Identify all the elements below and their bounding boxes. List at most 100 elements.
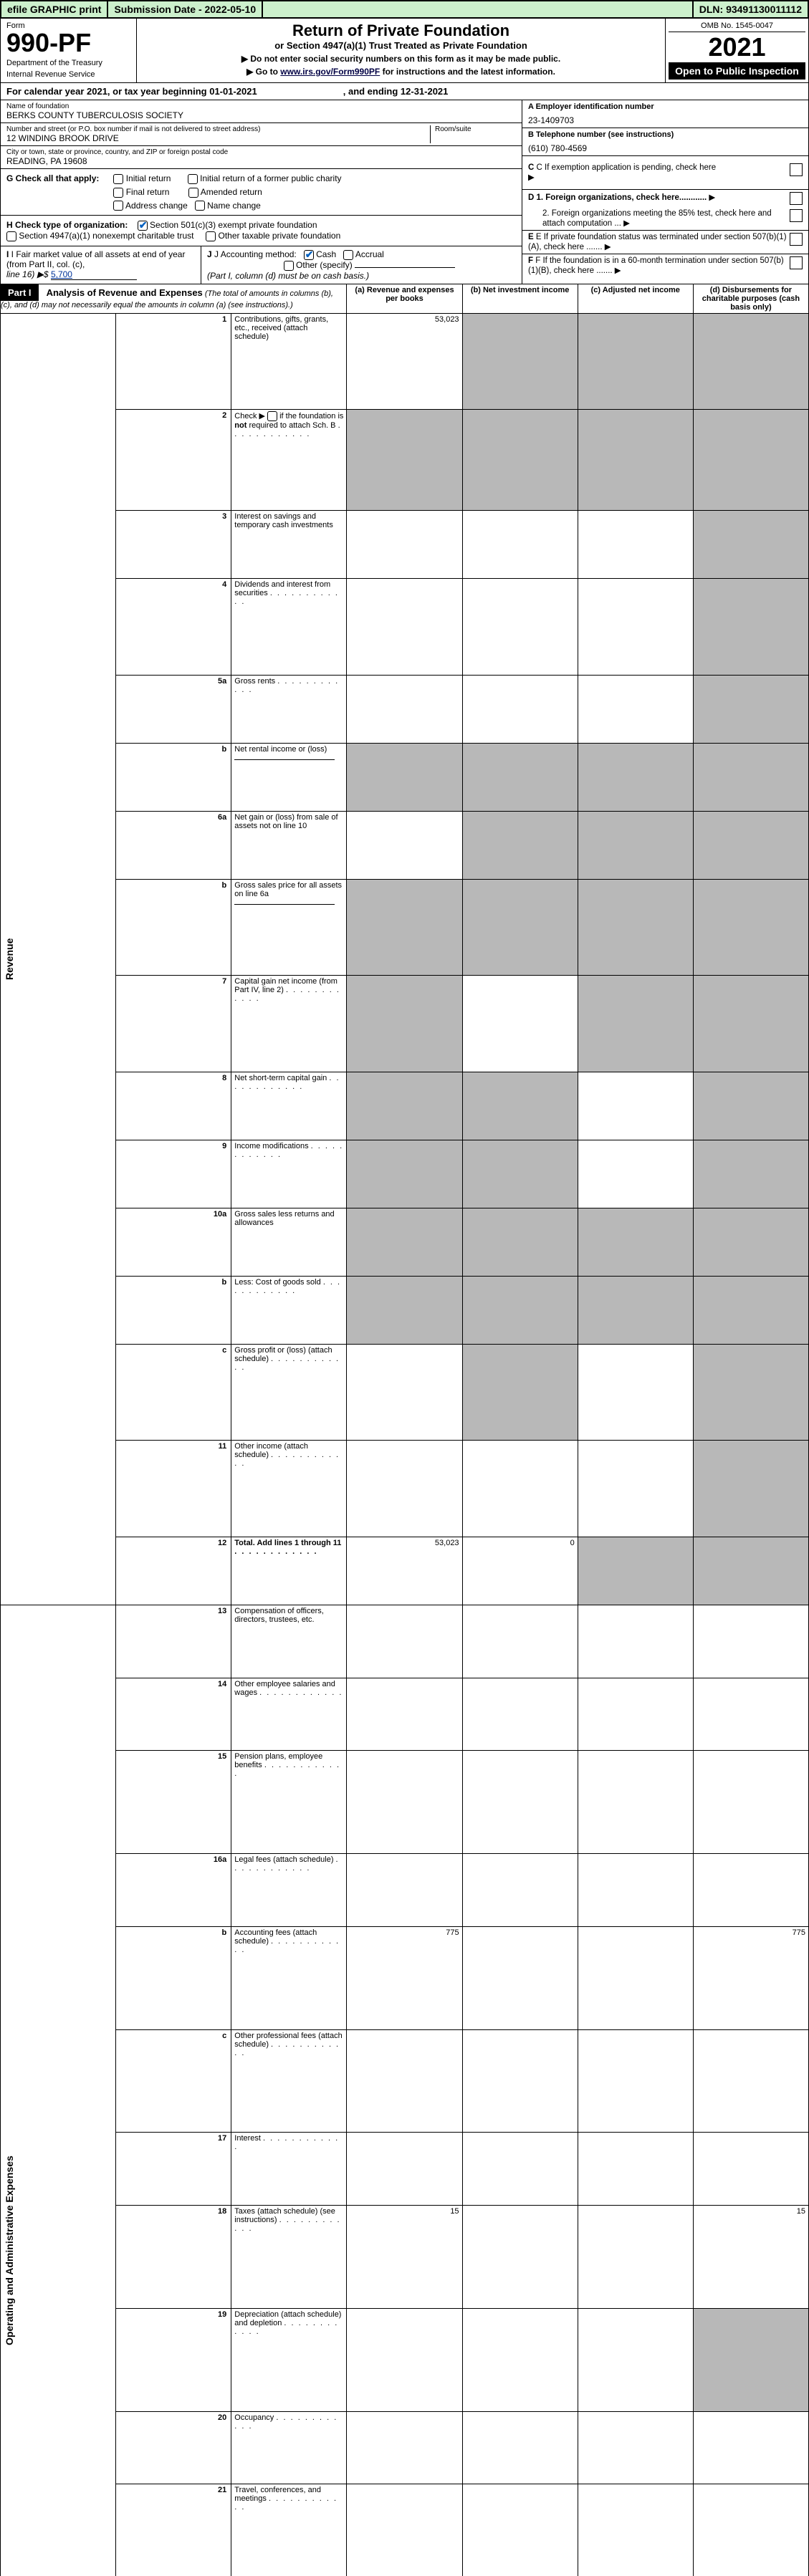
tax-year: 2021 bbox=[669, 32, 805, 62]
section-e: E E If private foundation status was ter… bbox=[522, 231, 808, 254]
g-label: G Check all that apply: bbox=[6, 173, 99, 211]
room-label: Room/suite bbox=[435, 125, 516, 133]
row-1: Revenue1Contributions, gifts, grants, et… bbox=[1, 313, 809, 409]
row-12: 12Total. Add lines 1 through 11 53,0230 bbox=[1, 1537, 809, 1605]
exemption-pending-check[interactable] bbox=[790, 163, 803, 176]
row-5a: 5aGross rents bbox=[1, 675, 809, 743]
row-10b: bLess: Cost of goods sold bbox=[1, 1276, 809, 1344]
row-10c: cGross profit or (loss) (attach schedule… bbox=[1, 1344, 809, 1440]
street-address: 12 WINDING BROOK DRIVE bbox=[6, 133, 430, 143]
h-label: H Check type of organization: bbox=[6, 220, 128, 230]
status-terminated-check[interactable] bbox=[790, 233, 803, 246]
top-bar: efile GRAPHIC print Submission Date - 20… bbox=[0, 0, 809, 19]
row-19: 19Depreciation (attach schedule) and dep… bbox=[1, 2308, 809, 2411]
section-d2: 2. Foreign organizations meeting the 85%… bbox=[522, 207, 808, 231]
form-number: 990-PF bbox=[6, 30, 130, 56]
entity-left: Name of foundation BERKS COUNTY TUBERCUL… bbox=[1, 100, 522, 284]
submission-date: Submission Date - 2022-05-10 bbox=[108, 1, 263, 17]
city-field: City or town, state or province, country… bbox=[1, 146, 522, 169]
omb-number: OMB No. 1545-0047 bbox=[669, 21, 805, 32]
foundation-name-field: Name of foundation BERKS COUNTY TUBERCUL… bbox=[1, 100, 522, 123]
60-month-check[interactable] bbox=[790, 256, 803, 269]
accrual-check[interactable] bbox=[343, 250, 353, 260]
row-2: 2Check ▶ if the foundation is not requir… bbox=[1, 410, 809, 511]
entity-section: Name of foundation BERKS COUNTY TUBERCUL… bbox=[0, 100, 809, 284]
expenses-label: Operating and Administrative Expenses bbox=[4, 1607, 15, 2576]
part1-header-row: Part I Analysis of Revenue and Expenses … bbox=[1, 284, 809, 313]
dept-treasury: Department of the Treasury bbox=[6, 59, 130, 67]
entity-right: A Employer identification number 23-1409… bbox=[522, 100, 808, 284]
part1-title: Analysis of Revenue and Expenses bbox=[41, 287, 203, 298]
row-16a: 16aLegal fees (attach schedule) bbox=[1, 1854, 809, 1927]
cal-begin: For calendar year 2021, or tax year begi… bbox=[6, 86, 257, 97]
other-method-check[interactable] bbox=[284, 261, 294, 271]
foundation-name: BERKS COUNTY TUBERCULOSIS SOCIETY bbox=[6, 110, 516, 120]
dln: DLN: 93491130011112 bbox=[692, 1, 808, 17]
phone-field: B Telephone number (see instructions) (6… bbox=[522, 128, 808, 156]
fmv-value[interactable]: 5,700 bbox=[51, 269, 137, 280]
row-9: 9Income modifications bbox=[1, 1140, 809, 1208]
row-17: 17Interest bbox=[1, 2133, 809, 2206]
col-a-header: (a) Revenue and expenses per books bbox=[347, 284, 462, 313]
cal-end: , and ending 12-31-2021 bbox=[343, 86, 449, 97]
section-f: F F If the foundation is in a 60-month t… bbox=[522, 254, 808, 277]
section-i-j: I I Fair market value of all assets at e… bbox=[1, 246, 522, 284]
form-title: Return of Private Foundation bbox=[140, 21, 662, 40]
part1-label: Part I bbox=[1, 284, 39, 301]
section-d1: D 1. Foreign organizations, check here..… bbox=[522, 190, 808, 207]
row-8: 8Net short-term capital gain bbox=[1, 1072, 809, 1140]
section-h: H Check type of organization: Section 50… bbox=[1, 216, 522, 246]
ssn-note: ▶ Do not enter social security numbers o… bbox=[140, 54, 662, 64]
col-c-header: (c) Adjusted net income bbox=[578, 284, 693, 313]
city-state-zip: READING, PA 19608 bbox=[6, 156, 516, 166]
section-g: G Check all that apply: Initial return I… bbox=[1, 169, 522, 216]
col-b-header: (b) Net investment income bbox=[462, 284, 578, 313]
form-subtitle: or Section 4947(a)(1) Trust Treated as P… bbox=[140, 40, 662, 51]
row-16c: cOther professional fees (attach schedul… bbox=[1, 2029, 809, 2133]
form-header: Form 990-PF Department of the Treasury I… bbox=[0, 19, 809, 83]
row-6a: 6aNet gain or (loss) from sale of assets… bbox=[1, 811, 809, 879]
header-right: OMB No. 1545-0047 2021 Open to Public In… bbox=[665, 19, 808, 82]
501c3-check[interactable] bbox=[138, 221, 148, 231]
row-13: Operating and Administrative Expenses13C… bbox=[1, 1605, 809, 1678]
schb-check[interactable] bbox=[267, 411, 277, 421]
row-7: 7Capital gain net income (from Part IV, … bbox=[1, 976, 809, 1072]
cash-check[interactable] bbox=[304, 250, 314, 260]
foreign-org-check[interactable] bbox=[790, 192, 803, 205]
other-taxable-check[interactable] bbox=[206, 231, 216, 241]
address-field: Number and street (or P.O. box number if… bbox=[1, 123, 522, 146]
efile-label: efile GRAPHIC print bbox=[1, 1, 108, 17]
form990pf-link[interactable]: www.irs.gov/Form990PF bbox=[280, 67, 380, 77]
irs-label: Internal Revenue Service bbox=[6, 70, 130, 79]
ein-value: 23-1409703 bbox=[528, 111, 803, 125]
row-6b: bGross sales price for all assets on lin… bbox=[1, 879, 809, 975]
phone-value: (610) 780-4569 bbox=[528, 139, 803, 153]
initial-former-check[interactable] bbox=[188, 174, 198, 184]
row-10a: 10aGross sales less returns and allowanc… bbox=[1, 1208, 809, 1276]
name-change-check[interactable] bbox=[195, 201, 205, 211]
row-11: 11Other income (attach schedule) bbox=[1, 1441, 809, 1537]
row-20: 20Occupancy bbox=[1, 2411, 809, 2484]
row-21: 21Travel, conferences, and meetings bbox=[1, 2484, 809, 2576]
row-15: 15Pension plans, employee benefits bbox=[1, 1751, 809, 1854]
open-public: Open to Public Inspection bbox=[669, 62, 805, 80]
4947-check[interactable] bbox=[6, 231, 16, 241]
header-center: Return of Private Foundation or Section … bbox=[137, 19, 665, 82]
address-change-check[interactable] bbox=[113, 201, 123, 211]
foreign-85-check[interactable] bbox=[790, 209, 803, 222]
row-5b: bNet rental income or (loss) bbox=[1, 743, 809, 811]
analysis-table: Part I Analysis of Revenue and Expenses … bbox=[0, 284, 809, 2576]
initial-return-check[interactable] bbox=[113, 174, 123, 184]
amended-check[interactable] bbox=[188, 188, 198, 198]
revenue-label: Revenue bbox=[4, 315, 15, 1603]
row-18: 18Taxes (attach schedule) (see instructi… bbox=[1, 2206, 809, 2309]
calendar-year-row: For calendar year 2021, or tax year begi… bbox=[0, 83, 809, 100]
final-return-check[interactable] bbox=[113, 188, 123, 198]
header-left: Form 990-PF Department of the Treasury I… bbox=[1, 19, 137, 82]
row-4: 4Dividends and interest from securities bbox=[1, 579, 809, 675]
row-3: 3Interest on savings and temporary cash … bbox=[1, 511, 809, 579]
section-c: C C If exemption application is pending,… bbox=[522, 156, 808, 190]
row-14: 14Other employee salaries and wages bbox=[1, 1678, 809, 1751]
ein-field: A Employer identification number 23-1409… bbox=[522, 100, 808, 128]
link-note: ▶ Go to www.irs.gov/Form990PF for instru… bbox=[140, 67, 662, 77]
